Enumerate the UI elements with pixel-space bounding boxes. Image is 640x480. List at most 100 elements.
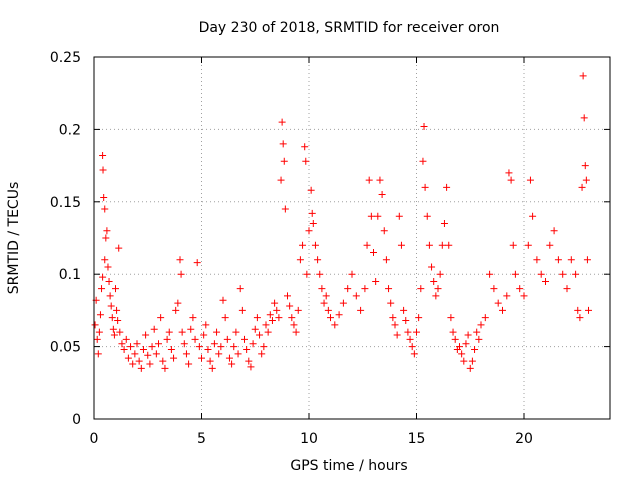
data-point-0-2 — [93, 335, 101, 343]
data-point-0-149 — [387, 299, 395, 307]
data-point-0-33 — [131, 350, 139, 358]
data-point-0-27 — [118, 340, 126, 348]
data-point-0-40 — [146, 360, 154, 368]
data-point-0-100 — [273, 306, 281, 314]
data-point-0-226 — [585, 306, 592, 314]
data-point-0-84 — [238, 306, 246, 314]
data-point-0-218 — [574, 306, 582, 314]
data-point-0-26 — [116, 328, 124, 336]
data-point-0-11 — [101, 205, 109, 213]
data-point-0-209 — [537, 270, 545, 278]
data-point-0-189 — [471, 345, 479, 353]
data-point-0-157 — [404, 328, 412, 336]
data-point-0-97 — [266, 311, 274, 319]
data-point-0-83 — [236, 285, 244, 293]
data-point-0-37 — [139, 345, 147, 353]
data-point-0-154 — [397, 241, 405, 249]
data-point-0-98 — [268, 317, 276, 325]
data-point-0-25 — [115, 244, 123, 252]
data-point-0-63 — [193, 259, 201, 267]
data-point-0-44 — [155, 340, 162, 348]
data-point-0-177 — [445, 241, 453, 249]
data-point-0-89 — [249, 340, 257, 348]
data-point-0-167 — [423, 212, 431, 220]
data-point-0-120 — [308, 209, 316, 217]
data-point-0-30 — [124, 354, 132, 362]
data-point-0-119 — [307, 186, 315, 194]
data-points — [91, 72, 592, 372]
data-point-0-74 — [217, 343, 225, 351]
data-point-0-38 — [142, 331, 150, 339]
data-point-0-32 — [129, 360, 137, 368]
data-point-0-85 — [241, 335, 248, 343]
data-point-0-170 — [430, 277, 438, 285]
x-tick-label-1: 5 — [197, 431, 206, 447]
data-point-0-160 — [410, 350, 418, 358]
data-point-0-131 — [335, 311, 343, 319]
data-point-0-52 — [172, 306, 180, 314]
data-point-0-211 — [546, 241, 554, 249]
data-point-0-193 — [481, 314, 489, 322]
data-point-0-121 — [309, 220, 317, 228]
data-point-0-130 — [331, 321, 339, 329]
data-point-0-146 — [380, 227, 388, 235]
data-point-0-104 — [279, 140, 287, 148]
data-point-0-188 — [468, 357, 476, 365]
data-point-0-108 — [286, 302, 294, 310]
data-point-0-91 — [253, 314, 261, 322]
axes: 0 5 10 15 20 0 0.05 0.1 0.15 0.2 0.25 — [50, 50, 611, 447]
data-point-0-195 — [490, 285, 498, 293]
data-point-0-139 — [365, 176, 373, 184]
data-point-0-111 — [292, 328, 300, 336]
data-point-0-21 — [110, 331, 118, 339]
data-point-0-61 — [189, 314, 197, 322]
data-point-0-48 — [163, 335, 171, 343]
data-point-0-138 — [363, 241, 371, 249]
data-point-0-208 — [533, 256, 541, 264]
data-point-0-123 — [314, 256, 322, 264]
data-point-0-34 — [133, 340, 141, 348]
data-point-0-110 — [290, 321, 298, 329]
data-point-0-88 — [247, 363, 255, 371]
data-point-0-94 — [260, 343, 268, 351]
data-point-0-102 — [277, 176, 285, 184]
y-tick-label-3: 0.15 — [50, 195, 81, 211]
data-point-0-51 — [170, 354, 178, 362]
data-point-0-145 — [378, 191, 386, 199]
grid-lines — [94, 57, 610, 419]
data-point-0-204 — [520, 292, 528, 300]
data-point-0-147 — [382, 256, 390, 264]
data-point-0-118 — [305, 227, 313, 235]
data-point-0-95 — [262, 321, 270, 329]
data-point-0-135 — [352, 292, 360, 300]
data-point-0-17 — [106, 292, 114, 300]
data-point-0-206 — [526, 176, 534, 184]
data-point-0-57 — [180, 340, 188, 348]
data-point-0-129 — [327, 314, 334, 322]
data-point-0-141 — [370, 248, 377, 256]
data-point-0-107 — [284, 292, 291, 300]
data-point-0-219 — [576, 314, 584, 322]
data-point-0-186 — [464, 331, 472, 339]
data-point-0-116 — [302, 157, 310, 165]
data-point-0-8 — [99, 151, 107, 159]
x-tick-label-2: 10 — [300, 431, 318, 447]
data-point-0-115 — [301, 143, 309, 151]
data-point-0-155 — [400, 306, 408, 314]
data-point-0-224 — [582, 176, 590, 184]
data-point-0-196 — [494, 299, 502, 307]
data-point-0-173 — [436, 270, 444, 278]
data-point-0-68 — [204, 345, 212, 353]
data-point-0-82 — [234, 350, 242, 358]
data-point-0-168 — [425, 241, 433, 249]
y-tick-label-2: 0.1 — [59, 267, 81, 283]
data-point-0-163 — [417, 285, 425, 293]
data-point-0-92 — [256, 331, 264, 339]
data-point-0-81 — [232, 328, 240, 336]
data-point-0-178 — [447, 314, 455, 322]
data-point-0-4 — [95, 328, 103, 336]
data-point-0-78 — [225, 354, 233, 362]
data-point-0-197 — [499, 306, 506, 314]
data-point-0-13 — [102, 234, 110, 242]
data-point-0-79 — [228, 360, 236, 368]
